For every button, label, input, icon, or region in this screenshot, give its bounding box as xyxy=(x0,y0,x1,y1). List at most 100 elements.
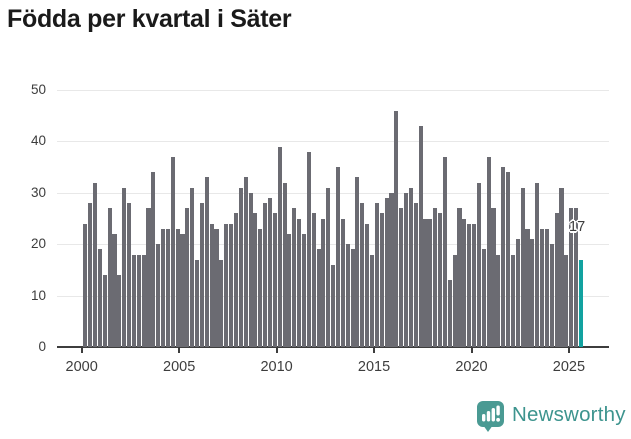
bar xyxy=(88,203,93,347)
y-tick-label: 50 xyxy=(30,82,46,97)
bars-layer xyxy=(83,110,583,347)
bar xyxy=(544,228,549,347)
bar xyxy=(418,126,423,347)
bar xyxy=(146,208,151,347)
y-tick-label: 0 xyxy=(38,339,46,354)
speech-bubble-tail xyxy=(483,425,493,432)
bar xyxy=(486,156,491,347)
gridline xyxy=(57,192,609,194)
bar xyxy=(569,208,574,347)
bar xyxy=(549,244,554,347)
bar xyxy=(554,213,559,347)
y-tick-label: 40 xyxy=(30,133,46,149)
x-tick-label: 2000 xyxy=(65,359,98,375)
bar xyxy=(457,208,462,347)
bar xyxy=(423,218,428,347)
bar xyxy=(447,280,452,347)
bar xyxy=(301,233,307,347)
bar xyxy=(355,177,360,347)
newsworthy-logo: Newsworthy xyxy=(477,401,626,432)
bar xyxy=(496,254,501,347)
y-tick-label: 20 xyxy=(30,236,46,252)
bar xyxy=(540,228,545,347)
bar xyxy=(335,167,341,347)
x-axis-tick xyxy=(373,347,376,353)
bar xyxy=(559,187,564,347)
bar xyxy=(530,239,535,347)
bar xyxy=(491,208,496,347)
gridline xyxy=(57,244,609,246)
bar xyxy=(374,203,379,347)
bar xyxy=(326,187,331,347)
y-tick-label: 10 xyxy=(30,287,46,303)
gridline xyxy=(57,90,609,91)
bar xyxy=(253,213,258,347)
bar xyxy=(462,218,467,347)
bar xyxy=(267,197,273,347)
bar xyxy=(117,275,122,347)
bar xyxy=(520,187,525,347)
bar xyxy=(433,208,438,347)
x-tick-label: 2005 xyxy=(163,359,196,375)
bar xyxy=(506,172,511,347)
bar xyxy=(151,172,156,347)
newsworthy-wordmark: Newsworthy xyxy=(512,403,626,426)
bar xyxy=(209,223,214,347)
bar xyxy=(282,182,287,347)
bar xyxy=(394,110,399,347)
bar xyxy=(243,177,248,347)
x-axis-tick xyxy=(470,347,473,353)
bar xyxy=(165,228,170,347)
bar xyxy=(535,182,540,347)
bar xyxy=(112,233,117,347)
bar xyxy=(311,213,316,347)
last-value-annotation: 17 xyxy=(569,219,586,235)
chart-title: Födda per kvartal i Säter xyxy=(7,5,292,33)
x-tick-label: 2015 xyxy=(357,359,391,375)
bar xyxy=(170,156,175,347)
x-tick-label: 2025 xyxy=(552,359,586,375)
bar xyxy=(122,187,127,347)
bar xyxy=(399,208,404,347)
bar xyxy=(214,228,219,347)
bar xyxy=(574,208,579,347)
bar xyxy=(472,223,477,347)
bar xyxy=(413,203,418,347)
bar xyxy=(287,233,292,347)
bar xyxy=(136,254,141,347)
bar xyxy=(107,208,112,347)
bar xyxy=(306,151,311,347)
bar xyxy=(379,213,384,347)
bar xyxy=(510,254,515,347)
x-tick-label: 2020 xyxy=(455,359,488,375)
bar xyxy=(195,259,200,347)
bar xyxy=(83,223,88,347)
mini-barchart-icon xyxy=(482,405,500,422)
bar xyxy=(369,254,375,347)
bar xyxy=(467,223,472,347)
bar xyxy=(515,239,520,347)
bar xyxy=(161,228,166,347)
bar xyxy=(403,192,409,347)
bar xyxy=(224,223,229,347)
y-tick-label: 30 xyxy=(30,184,46,200)
bar xyxy=(481,249,486,347)
bar xyxy=(229,223,234,347)
bar xyxy=(180,233,185,347)
bar xyxy=(297,218,302,347)
bar xyxy=(131,254,136,347)
bar xyxy=(97,249,102,347)
x-axis-tick xyxy=(178,347,181,353)
x-axis-tick xyxy=(567,347,570,353)
bar xyxy=(564,254,569,347)
newsworthy-icon xyxy=(477,401,504,432)
x-tick-label: 2010 xyxy=(260,359,293,375)
bar xyxy=(408,187,413,347)
bar xyxy=(238,187,243,347)
bar xyxy=(175,228,180,347)
bar xyxy=(263,203,268,347)
bar-highlighted xyxy=(578,259,583,347)
bar xyxy=(365,223,370,347)
bar xyxy=(277,146,282,347)
bar xyxy=(316,249,321,347)
